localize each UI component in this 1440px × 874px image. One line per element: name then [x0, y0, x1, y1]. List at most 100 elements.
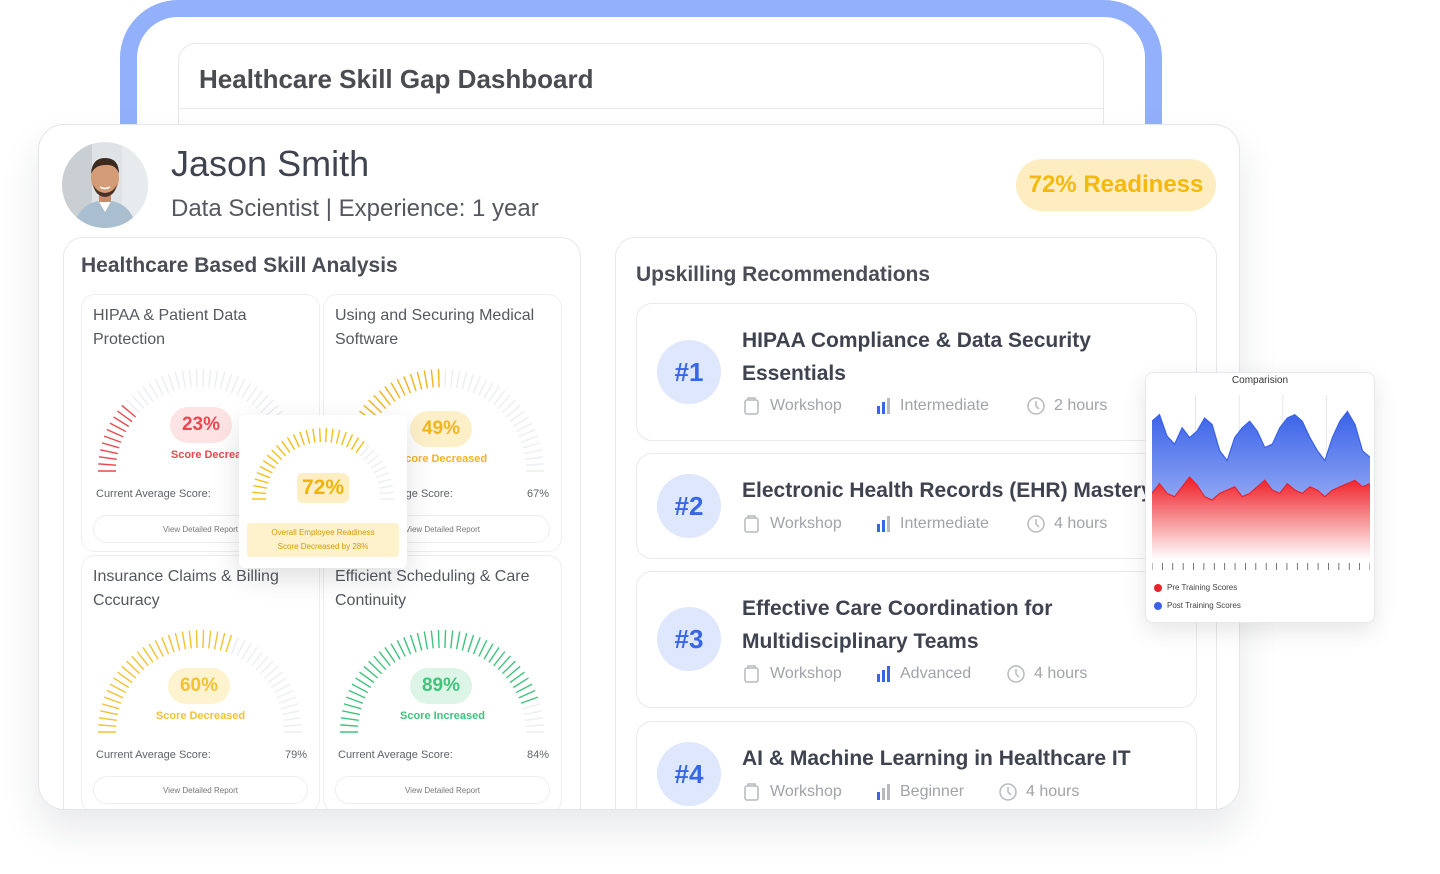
skill-card: Using and Securing Medical Software 49% … — [323, 294, 562, 552]
level-bars-icon — [877, 516, 890, 532]
gauge-tick — [174, 371, 181, 390]
avatar[interactable] — [62, 142, 148, 228]
course-name: Effective Care Coordination for Multidis… — [742, 592, 1052, 658]
gauge-tick — [276, 689, 294, 699]
gauge-tick — [255, 394, 269, 410]
readiness-gauge-tick — [286, 437, 296, 450]
score-status: Score Decreased — [170, 449, 261, 461]
gauge-tick — [213, 631, 219, 650]
gauge-tick — [142, 647, 154, 663]
course-name-line: Essentials — [742, 362, 846, 385]
skill-panel-title: Healthcare Based Skill Analysis — [81, 254, 398, 277]
gauge-tick — [450, 630, 454, 649]
recommendation-card[interactable]: #1 HIPAA Compliance & Data Security Esse… — [636, 303, 1197, 441]
gauge-tick — [416, 632, 423, 651]
gauge-tick — [103, 435, 122, 443]
gauge-tick — [368, 660, 383, 675]
gauge-tick — [113, 416, 130, 428]
course-level-label: Intermediate — [900, 515, 989, 532]
readiness-gauge-tick — [271, 449, 283, 461]
gauge-tick — [423, 631, 429, 650]
gauge-tick — [403, 637, 412, 655]
gauge-tick — [241, 382, 252, 399]
course-type-label: Workshop — [770, 397, 842, 414]
recommendation-card[interactable]: #3 Effective Care Coordination for Multi… — [636, 571, 1197, 708]
view-report-button[interactable]: View Detailed Report — [335, 776, 550, 804]
level-bars-icon — [877, 784, 890, 800]
gauge-tick — [109, 683, 127, 694]
gauge-tick — [509, 410, 525, 423]
legend-dot-red — [1154, 583, 1162, 592]
avg-score-label: Current Average Score: — [338, 749, 453, 761]
gauge-tick — [378, 651, 391, 667]
score-gauge — [340, 630, 544, 733]
gauge-tick — [101, 703, 120, 710]
gauge-tick — [219, 371, 226, 390]
gauge-tick — [236, 640, 246, 657]
gauge-tick — [478, 379, 488, 396]
recommendation-card[interactable]: #4 AI & Machine Learning in Healthcare I… — [636, 721, 1197, 809]
gauge-tick — [263, 665, 279, 679]
gauge-tick — [109, 422, 127, 433]
rank-badge: #2 — [657, 474, 721, 538]
gauge-tick — [351, 683, 369, 694]
readiness-gauge-tick — [266, 454, 279, 465]
gauge-tick — [515, 683, 533, 694]
score-value: 60% — [168, 668, 230, 704]
recommendation-card[interactable]: #2 Electronic Health Records (EHR) Maste… — [636, 453, 1197, 559]
gauge-tick — [270, 677, 287, 689]
gauge-tick — [136, 651, 149, 667]
gauge-tick — [342, 710, 360, 716]
gauge-tick — [505, 404, 521, 418]
course-name: AI & Machine Learning in Healthcare IT — [742, 742, 1131, 775]
readiness-gauge-tick — [256, 471, 271, 479]
skill-card: Efficient Scheduling & Care Continuity 8… — [323, 555, 562, 809]
course-duration: 4 hours — [998, 782, 1079, 802]
recommendations-panel: Upskilling Recommendations #1 HIPAA Comp… — [615, 237, 1217, 809]
gauge-tick — [100, 710, 118, 716]
gauge-tick — [136, 390, 149, 406]
gauge-tick — [126, 399, 141, 414]
rank-badge: #3 — [657, 607, 721, 671]
avg-score-value: 67% — [526, 488, 549, 500]
readiness-gauge-tick — [325, 428, 328, 443]
gauge-tick — [483, 643, 494, 660]
gauge-tick — [236, 379, 246, 396]
gauge-tick — [525, 463, 544, 466]
score-status: Score Increased — [400, 710, 485, 722]
gauge-tick — [106, 689, 124, 699]
view-report-button[interactable]: View Detailed Report — [93, 776, 308, 804]
gauge-tick — [98, 463, 117, 466]
gauge-tick — [461, 371, 468, 390]
course-meta: Workshop Beginner 4 hours — [742, 782, 1079, 802]
gauge-tick — [273, 683, 291, 694]
gauge-tick — [472, 376, 481, 394]
readiness-note: Overall Employee Readiness Score Decreas… — [247, 523, 399, 557]
course-meta: Workshop Advanced 4 hours — [742, 664, 1087, 684]
readiness-gauge-tick — [292, 434, 300, 448]
chart-title: Comparision — [1231, 375, 1289, 386]
gauge-tick — [117, 671, 133, 684]
readiness-gauge-tick — [346, 434, 354, 448]
score-status: Score Decreased — [155, 710, 246, 722]
gauge-tick — [396, 379, 406, 396]
gauge-tick — [131, 655, 145, 671]
legend-item-post: Post Training Scores — [1154, 601, 1241, 610]
gauge-tick — [478, 640, 488, 657]
gauge-tick — [246, 647, 258, 663]
gauge-tick — [467, 373, 475, 392]
gauge-tick — [390, 382, 401, 399]
pre-training-series-area — [1152, 477, 1370, 559]
legend-item-pre: Pre Training Scores — [1154, 583, 1237, 592]
readiness-gauge-tick — [275, 444, 287, 457]
gauge-tick — [340, 724, 359, 727]
readiness-gauge-tick — [378, 484, 393, 489]
gauge-tick — [520, 696, 539, 704]
course-duration-label: 4 hours — [1026, 783, 1080, 800]
readiness-gauge-tick — [335, 429, 341, 444]
readiness-gauge-tick — [370, 460, 384, 469]
overall-readiness-card: 72% Overall Employee Readiness Score Dec… — [239, 415, 407, 568]
gauge-tick — [148, 643, 159, 660]
gauge-tick — [100, 449, 118, 455]
readiness-gauge-tick — [359, 444, 371, 457]
